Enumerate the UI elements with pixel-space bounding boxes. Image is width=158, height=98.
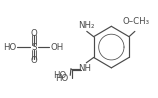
Text: OH: OH — [50, 43, 63, 52]
Text: HO: HO — [55, 74, 68, 83]
Text: HO: HO — [53, 71, 66, 80]
Text: S: S — [31, 43, 37, 52]
Text: O: O — [31, 29, 37, 38]
Text: O: O — [31, 56, 37, 65]
Text: HO: HO — [3, 43, 16, 52]
Text: O–CH₃: O–CH₃ — [123, 17, 150, 26]
Text: NH: NH — [78, 64, 91, 73]
Text: NH₂: NH₂ — [78, 21, 94, 30]
